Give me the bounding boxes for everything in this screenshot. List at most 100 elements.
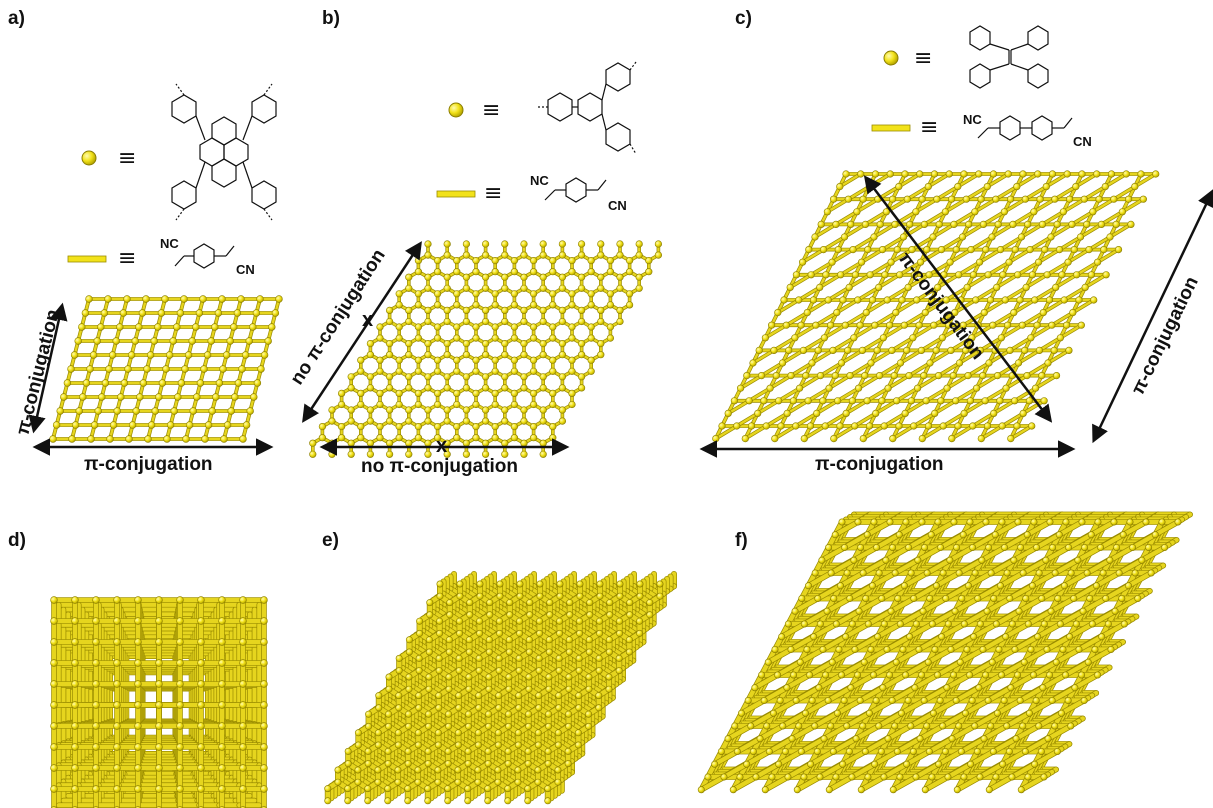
linker-legend-icon [67,255,107,263]
node [529,389,538,398]
node [462,406,471,414]
bond [1063,286,1087,302]
node [113,407,121,415]
node [870,233,878,241]
node [834,397,842,405]
node [840,233,849,241]
node [60,393,68,401]
node [462,284,471,292]
node [52,421,61,429]
node [520,284,528,292]
node [395,434,403,442]
node [510,301,519,309]
node [1028,422,1036,430]
node [214,309,223,317]
node [529,423,538,431]
node [895,422,903,430]
node [1021,346,1029,355]
bond [819,361,843,377]
node [577,273,586,281]
node [147,421,156,429]
node [220,435,228,443]
node [891,220,899,228]
node [1006,346,1014,355]
node [529,334,538,342]
node [903,346,911,355]
node [366,384,375,392]
node [1036,195,1044,203]
node [101,379,110,387]
node [972,296,980,304]
node [405,340,413,348]
node [453,423,461,431]
node [824,296,832,304]
node [453,389,461,398]
node [376,323,384,331]
node [1070,246,1078,254]
node [786,283,794,292]
node [163,435,171,443]
node [549,367,557,375]
node [165,351,174,359]
node [253,379,262,387]
node [434,301,442,309]
node [568,334,576,342]
bond [818,273,842,289]
node [955,359,964,367]
node [558,317,567,326]
node [472,423,480,431]
bond [801,248,825,264]
node [616,273,624,281]
node [597,317,605,326]
node [405,306,413,315]
node [237,295,245,303]
node [918,195,926,203]
node [816,283,824,292]
node [405,317,413,326]
equiv-symbol: ≡ [920,115,938,140]
node [434,389,442,398]
bond [772,336,797,352]
node [558,384,567,392]
node [256,295,264,303]
node [863,397,871,405]
node [100,309,109,317]
node [405,284,413,292]
node [434,290,442,298]
node [981,397,989,405]
linker-legend-icon [436,190,476,198]
node [443,373,451,381]
node [606,301,615,309]
node [155,393,163,401]
node [645,268,653,276]
node [923,246,931,254]
node [105,365,113,373]
node [558,417,567,425]
node [443,384,451,392]
bond [797,286,821,302]
node [201,435,209,443]
node [577,373,586,381]
node [78,323,86,331]
node [501,406,509,414]
node [1050,346,1058,355]
cn-label: CN [236,262,255,277]
node [558,351,567,359]
node [158,379,167,387]
node [357,400,365,409]
node [491,423,499,431]
panel-c-legend: ≡ ≡ NC CN [871,25,1092,149]
node [989,321,997,329]
node [568,356,576,364]
node [980,309,988,317]
node [972,384,981,392]
node [1024,220,1032,228]
node [597,351,605,359]
node [539,450,547,458]
node [180,295,188,303]
bond [1133,172,1157,188]
node [819,397,827,405]
node [366,417,375,425]
node [842,409,850,418]
